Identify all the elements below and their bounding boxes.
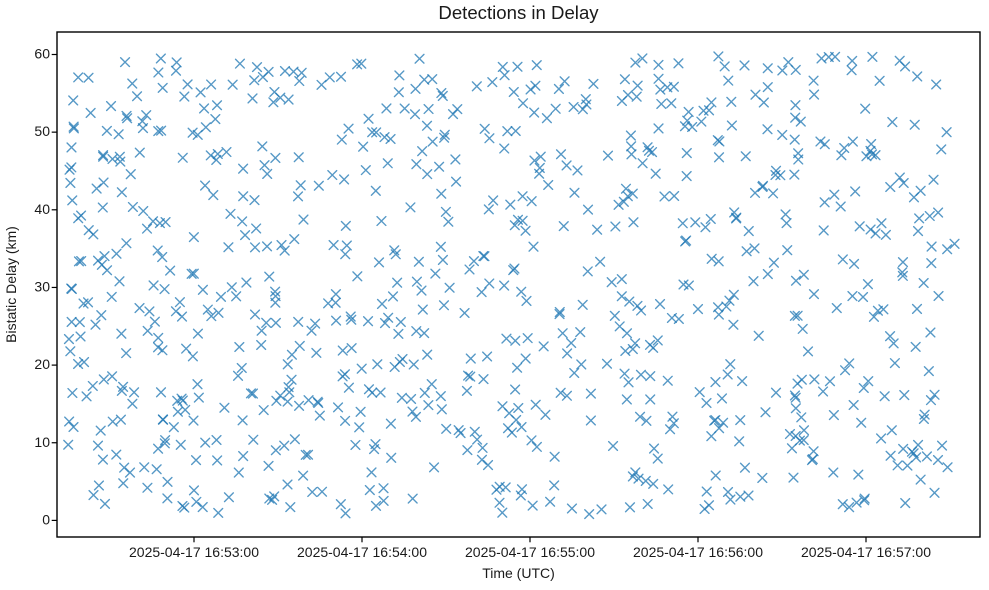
svg-text:50: 50: [34, 123, 50, 139]
svg-text:Detections in Delay: Detections in Delay: [438, 2, 599, 23]
svg-text:2025-04-17 16:54:00: 2025-04-17 16:54:00: [297, 544, 427, 560]
svg-text:60: 60: [34, 46, 50, 62]
svg-text:2025-04-17 16:53:00: 2025-04-17 16:53:00: [129, 544, 259, 560]
svg-text:10: 10: [34, 434, 50, 450]
svg-text:2025-04-17 16:55:00: 2025-04-17 16:55:00: [465, 544, 595, 560]
svg-text:30: 30: [34, 278, 50, 294]
svg-text:40: 40: [34, 201, 50, 217]
svg-text:Bistatic Delay (km): Bistatic Delay (km): [3, 226, 19, 343]
svg-text:2025-04-17 16:57:00: 2025-04-17 16:57:00: [801, 544, 931, 560]
svg-text:Time (UTC): Time (UTC): [482, 565, 555, 581]
svg-text:0: 0: [42, 511, 50, 527]
svg-text:20: 20: [34, 356, 50, 372]
svg-text:2025-04-17 16:56:00: 2025-04-17 16:56:00: [633, 544, 763, 560]
